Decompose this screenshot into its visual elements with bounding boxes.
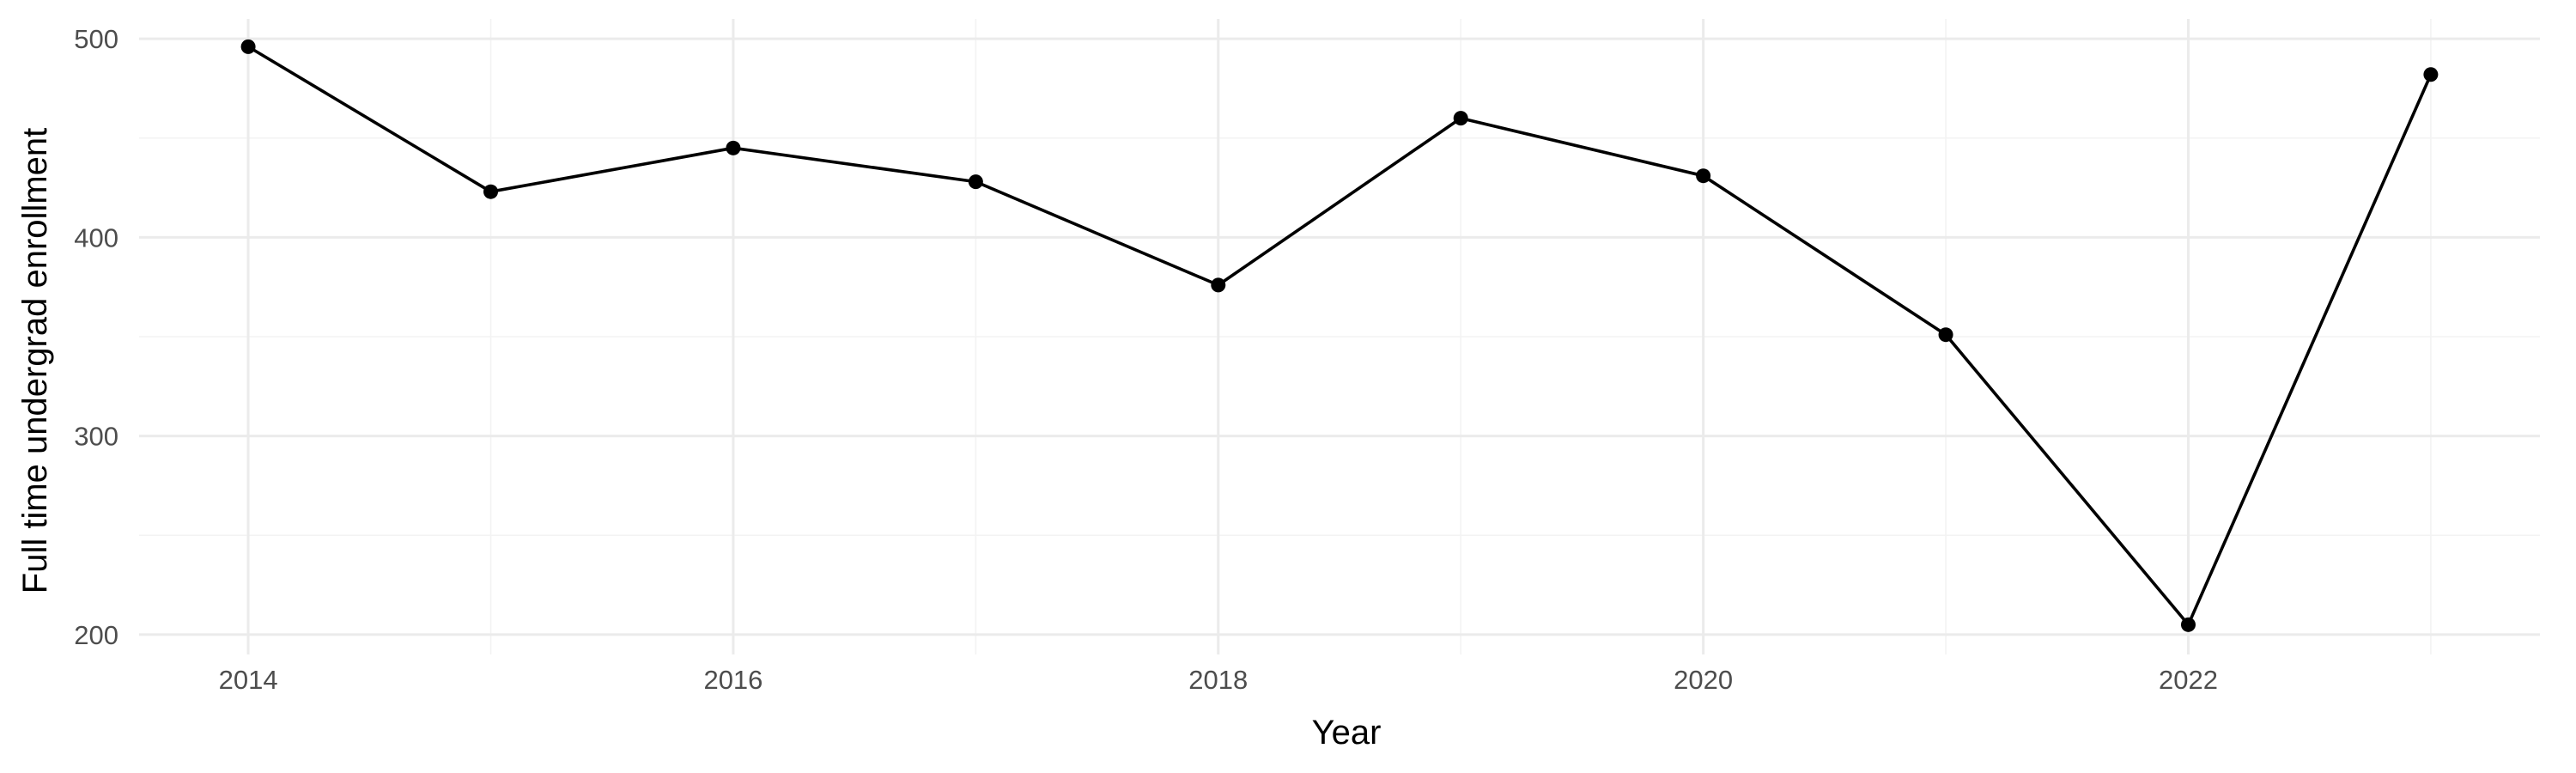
data-point — [483, 184, 499, 199]
data-point — [2180, 617, 2196, 632]
x-tick-label: 2022 — [2159, 665, 2218, 695]
grid — [139, 19, 2540, 654]
x-tick-label: 2018 — [1188, 665, 1248, 695]
x-tick-label: 2016 — [703, 665, 762, 695]
y-tick-label: 400 — [74, 222, 118, 253]
data-point — [968, 174, 983, 190]
x-axis-title: Year — [1312, 714, 1382, 752]
data-point — [1938, 327, 1953, 343]
data-point — [1453, 111, 1468, 126]
x-tick-label: 2014 — [219, 665, 278, 695]
y-tick-label: 500 — [74, 24, 118, 54]
data-point — [1696, 168, 1711, 184]
data-point — [240, 39, 256, 54]
y-tick-label: 200 — [74, 620, 118, 650]
data-point — [2423, 67, 2439, 82]
series-layer — [240, 39, 2439, 632]
data-point — [726, 140, 741, 155]
series-line — [246, 45, 2433, 627]
x-tick-label: 2020 — [1674, 665, 1733, 695]
tick-labels: 2014 2016 2018 2020 2022 200 300 400 500 — [74, 24, 2218, 695]
y-tick-label: 300 — [74, 422, 118, 452]
data-point — [1211, 277, 1226, 293]
y-axis-title: Full time undergrad enrollment — [16, 128, 54, 593]
